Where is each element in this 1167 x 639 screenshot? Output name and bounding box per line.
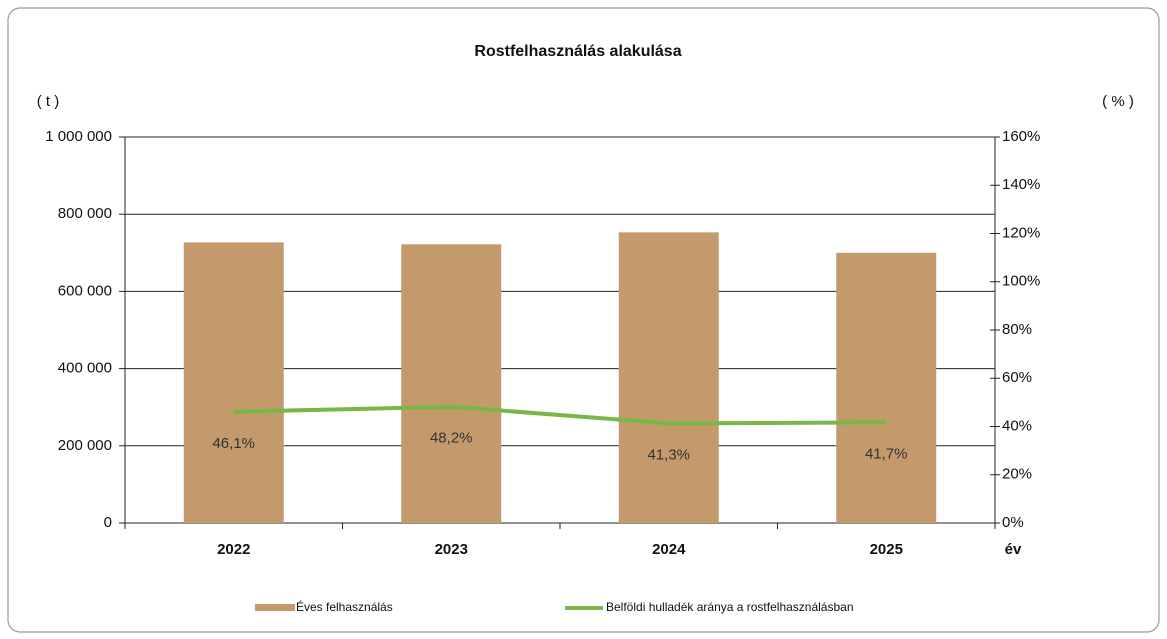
legend-swatch (255, 604, 295, 611)
x-tick-label: 2024 (652, 541, 686, 558)
bar (618, 232, 719, 524)
y-tick-label: 200 000 (58, 437, 112, 454)
data-label: 46,1% (212, 435, 255, 452)
x-tick-label: 2025 (870, 541, 903, 558)
data-label: 41,7% (865, 445, 908, 462)
y2-axis-label: ( % ) (1102, 93, 1134, 110)
bar (836, 252, 937, 524)
y2-tick-label: 80% (1002, 321, 1032, 338)
bar (183, 242, 284, 524)
y-tick-label: 0 (104, 514, 112, 531)
x-axis-label: év (1005, 541, 1022, 558)
legend-label: Belföldi hulladék aránya a rostfelhaszná… (606, 600, 854, 614)
data-label: 48,2% (430, 430, 473, 447)
y-tick-label: 800 000 (58, 205, 112, 222)
y2-tick-label: 40% (1002, 417, 1032, 434)
line (233, 404, 887, 426)
y2-tick-label: 20% (1002, 466, 1032, 483)
bar (401, 244, 502, 524)
y2-tick-label: 0% (1002, 514, 1024, 531)
y-axis-label: ( t ) (37, 93, 60, 110)
chart-frame (7, 7, 1160, 633)
legend-label: Éves felhasználás (296, 599, 393, 614)
y2-tick-label: 120% (1002, 224, 1040, 241)
x-tick-label: 2022 (217, 541, 250, 558)
y2-tick-label: 160% (1002, 128, 1040, 145)
y-tick-label: 400 000 (58, 360, 112, 377)
chart-title: Rostfelhasználás alakulása (474, 43, 681, 60)
y-tick-label: 1 000 000 (45, 128, 112, 145)
y2-tick-label: 140% (1002, 176, 1040, 193)
x-tick-label: 2023 (435, 541, 468, 558)
data-label: 41,3% (647, 446, 690, 463)
y-tick-label: 600 000 (58, 282, 112, 299)
y2-tick-label: 60% (1002, 369, 1032, 386)
y2-tick-label: 100% (1002, 273, 1040, 290)
